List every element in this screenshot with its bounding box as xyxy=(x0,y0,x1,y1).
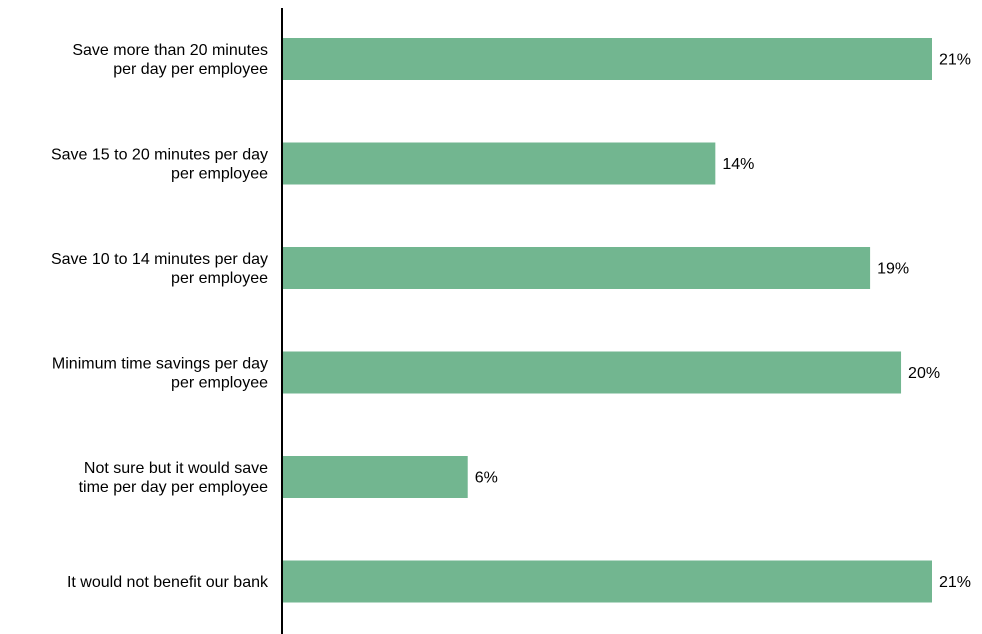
value-label-5: 21% xyxy=(939,574,971,591)
value-label-2: 19% xyxy=(877,261,909,278)
category-label-5: It would not benefit our bank xyxy=(67,574,269,591)
category-label-line: Save more than 20 minutes xyxy=(72,42,268,59)
value-label-0: 21% xyxy=(939,52,971,69)
category-label-line: Minimum time savings per day xyxy=(52,356,268,373)
bar-0 xyxy=(283,38,932,80)
bar-3 xyxy=(283,351,902,394)
bar-1 xyxy=(283,142,716,185)
value-label-1: 14% xyxy=(722,156,754,173)
category-label-line: per employee xyxy=(171,375,268,392)
value-labels-layer: 21% 14% 19% 20% 6% 21% xyxy=(475,52,971,591)
value-label-4: 6% xyxy=(475,470,498,487)
bars-layer xyxy=(283,38,932,603)
category-label-1: Save 15 to 20 minutes per day per employe… xyxy=(51,147,268,183)
category-label-line: Save 15 to 20 minutes per day xyxy=(51,147,268,164)
category-label-line: per employee xyxy=(171,270,268,287)
category-label-line: Not sure but it would save xyxy=(84,460,268,477)
category-label-line: It would not benefit our bank xyxy=(67,574,269,591)
category-label-0: Save more than 20 minutes per day per emp… xyxy=(72,42,268,78)
category-label-4: Not sure but it would save time per day p… xyxy=(79,460,269,496)
category-label-line: Save 10 to 14 minutes per day xyxy=(51,251,268,268)
category-label-2: Save 10 to 14 minutes per day per employe… xyxy=(51,251,268,287)
category-label-3: Minimum time savings per day per employee xyxy=(52,356,268,392)
category-label-line: time per day per employee xyxy=(79,479,269,496)
bar-5 xyxy=(283,560,932,603)
category-label-line: per day per employee xyxy=(113,61,268,78)
category-labels-layer: Save more than 20 minutes per day per emp… xyxy=(51,42,269,591)
bar-4 xyxy=(283,456,468,498)
value-label-3: 20% xyxy=(908,365,940,382)
category-label-line: per employee xyxy=(171,166,268,183)
bar-2 xyxy=(283,247,871,289)
